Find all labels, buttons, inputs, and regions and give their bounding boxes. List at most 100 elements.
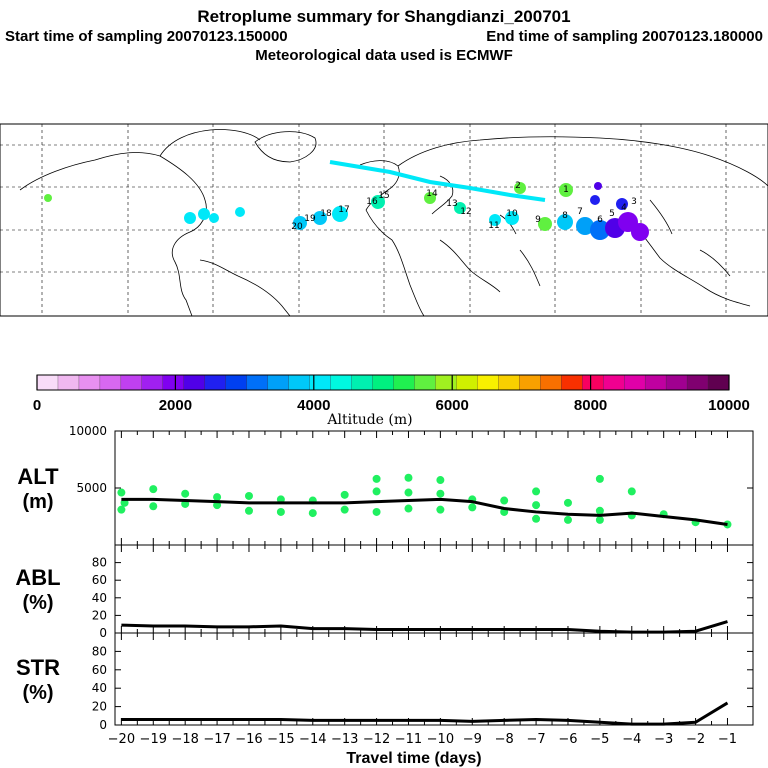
- scatter-point: [213, 493, 222, 502]
- ytick-label: 60: [92, 573, 107, 587]
- ytick-label: 5000: [76, 481, 107, 495]
- colorbar-tick-label: 8000: [574, 397, 607, 414]
- ytick-label: 80: [92, 556, 107, 570]
- colorbar-tick-label: 0: [33, 397, 41, 414]
- plume-day-label: 14: [426, 189, 438, 199]
- panel-alt: ALT(m) 5000 10000: [17, 424, 753, 545]
- scatter-point: [244, 506, 253, 515]
- scatter-point: [563, 515, 572, 524]
- colorbar-cell: [414, 374, 436, 391]
- colorbar-cell: [351, 374, 373, 391]
- plume-day-label: 17: [338, 205, 349, 215]
- colorbar-cell: [162, 374, 185, 391]
- plume-blob: [538, 217, 552, 231]
- plume-day-label: 19: [304, 214, 316, 224]
- plume-day-label: 10: [506, 209, 518, 219]
- colorbar-cell: [246, 374, 269, 391]
- colorbar-cell: [393, 374, 415, 391]
- plume-day-label: 12: [460, 207, 471, 217]
- ytick-label: 60: [92, 663, 107, 677]
- colorbar-cell: [582, 374, 604, 391]
- time-series-panels: ALT(m)500010000ABL(%)020406080STR(%)0204…: [15, 424, 754, 767]
- scatter-point: [372, 487, 381, 496]
- plume-day-label: 3: [631, 197, 637, 207]
- plume-day-label: 9: [535, 215, 541, 225]
- xtick-label: −9: [463, 732, 482, 747]
- scatter-point: [436, 505, 445, 514]
- colorbar-cell: [225, 374, 248, 391]
- scatter-point: [340, 505, 349, 514]
- plume-blob: [424, 192, 436, 204]
- xtick-label: −8: [495, 732, 514, 747]
- scatter-point: [532, 501, 541, 510]
- plume-day-label: 4: [621, 203, 627, 213]
- colorbar-label: Altitude (m): [326, 412, 412, 428]
- figure-title: Retroplume summary for Shangdianzi_20070…: [197, 7, 570, 26]
- scatter-point: [532, 487, 541, 496]
- xtick-label: −14: [299, 732, 326, 747]
- scatter-point: [627, 487, 636, 496]
- xtick-label: −15: [267, 732, 294, 747]
- xtick-label: −6: [558, 732, 577, 747]
- scatter-point: [436, 489, 445, 498]
- colorbar-tick-label: 2000: [159, 397, 192, 414]
- scatter-point: [436, 476, 445, 485]
- scatter-point: [117, 488, 126, 497]
- colorbar-cell: [99, 374, 122, 391]
- colorbar-cell: [498, 374, 520, 391]
- xtick-label: −17: [203, 732, 230, 747]
- series-line: [121, 497, 728, 526]
- map-graticule: [0, 124, 768, 316]
- plume-day-label: 5: [609, 209, 615, 219]
- xtick-label: −13: [331, 732, 358, 747]
- plume-day-label: 13: [446, 199, 457, 209]
- plume-blob: [489, 214, 501, 226]
- scatter-point: [500, 496, 509, 505]
- colorbar-cell: [686, 374, 709, 391]
- scatter-point: [372, 474, 381, 483]
- scatter-point: [595, 506, 604, 515]
- xtick-label: −2: [686, 732, 705, 747]
- panel-ylabel: ABL: [15, 565, 60, 590]
- plume-day-label: 1: [563, 185, 569, 195]
- colorbar-cell: [330, 374, 352, 391]
- panel-ylabel-unit: (%): [22, 682, 53, 704]
- colorbar-cell: [435, 374, 457, 391]
- panel-ylabel-unit: (%): [22, 592, 53, 614]
- colorbar-cell: [309, 374, 332, 391]
- plume-blob: [631, 223, 649, 241]
- colorbar-cell: [120, 374, 143, 391]
- xtick-label: −20: [108, 732, 135, 747]
- series-line: [121, 701, 729, 726]
- colorbar-cell: [78, 374, 101, 391]
- colorbar-cell: [204, 374, 227, 391]
- scatter-point: [308, 509, 317, 518]
- scatter-point: [404, 473, 413, 482]
- plume-blob: [590, 220, 610, 240]
- end-time-label: End time of sampling 20070123.180000: [486, 28, 763, 45]
- colorbar-cell: [644, 374, 667, 391]
- panel-abl: ABL(%) 0 20 40 60 80: [15, 544, 753, 640]
- scatter-point: [595, 515, 604, 524]
- colorbar-cell: [456, 374, 478, 391]
- plume-blob: [576, 217, 594, 235]
- colorbar-tick-label: 6000: [436, 397, 469, 414]
- scatter-point: [595, 474, 604, 483]
- scatter-point: [149, 485, 158, 494]
- colorbar-cell: [665, 374, 688, 391]
- plume-blob: [198, 208, 210, 220]
- scatter-point: [372, 507, 381, 516]
- scatter-point: [404, 488, 413, 497]
- coastlines: [19, 129, 768, 317]
- ytick-label: 0: [99, 718, 107, 732]
- colorbar-tick-label: 4000: [297, 397, 330, 414]
- ytick-label: 40: [92, 591, 107, 605]
- panel-ylabel: STR: [16, 655, 60, 680]
- colorbar-cell: [57, 374, 80, 391]
- xtick-label: −16: [235, 732, 262, 747]
- scatter-point: [340, 490, 349, 499]
- plume-blob: [594, 182, 602, 190]
- plume-day-label: 11: [488, 221, 499, 231]
- plume-blob: [514, 182, 526, 194]
